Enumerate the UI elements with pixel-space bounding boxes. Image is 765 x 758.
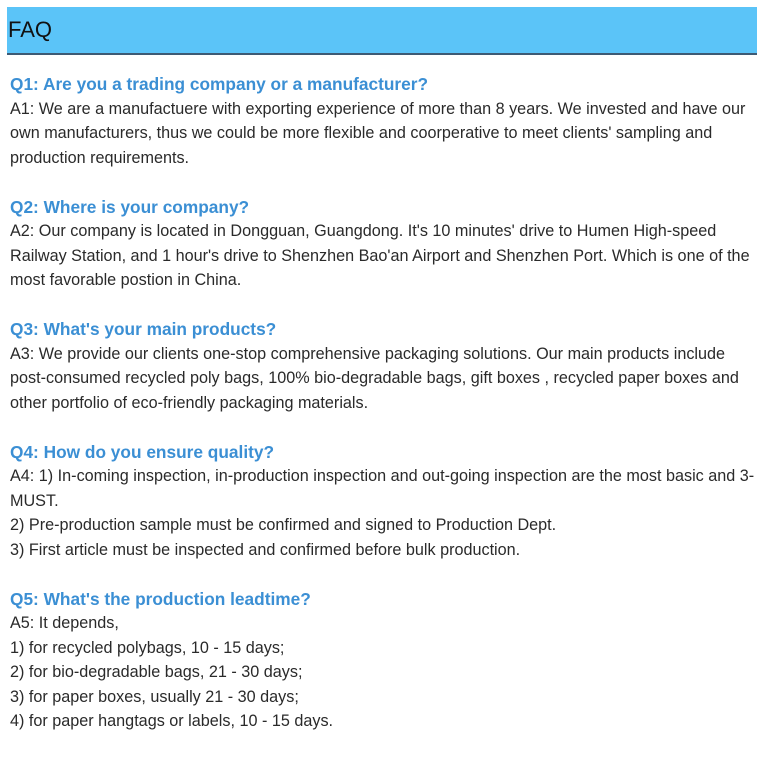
faq-list: Q1: Are you a trading company or a manuf… [10,72,756,758]
faq-header: FAQ [7,7,757,55]
faq-answer-line: 2) Pre-production sample must be confirm… [10,516,557,534]
faq-question: Q2: Where is your company? [10,196,250,217]
faq-question: Q4: How do you ensure quality? [10,441,275,462]
faq-item: Q1: Are you a trading company or a manuf… [10,72,756,170]
faq-answer-line: A2: Our company is located in Dongguan, … [10,222,750,289]
faq-answer-line: 1) for recycled polybags, 10 - 15 days; [10,638,285,657]
faq-answer-line: A5: It depends, [10,614,119,632]
faq-answer-line: A1: We are a manufactuere with exporting… [10,99,746,167]
faq-answer-line: 4) for paper hangtags or labels, 10 - 15… [10,712,334,730]
faq-answer-line: 3) First article must be inspected and c… [10,540,521,559]
page-title: FAQ [8,17,53,42]
faq-item: Q4: How do you ensure quality? A4: 1) In-… [10,440,756,563]
faq-question: Q3: What's your main products? [10,319,277,339]
faq-answer-line: A4: 1) In-coming inspection, in-producti… [10,467,755,510]
faq-answer-line: 2) for bio-degradable bags, 21 - 30 days… [10,663,303,681]
faq-item: Q3: What's your main products? A3: We pro… [10,317,756,415]
faq-question: Q1: Are you a trading company or a manuf… [10,74,429,94]
faq-item: Q2: Where is your company? A2: Our compan… [10,195,756,293]
faq-answer-line: 3) for paper boxes, usually 21 - 30 days… [10,687,299,706]
faq-question: Q5: What's the production leadtime? [10,588,311,609]
faq-item: Q5: What's the production leadtime? A5: I… [10,587,756,734]
faq-answer-line: A3: We provide our clients one-stop comp… [10,344,739,412]
